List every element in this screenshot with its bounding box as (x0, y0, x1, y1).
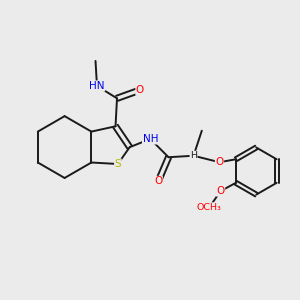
Text: OCH₃: OCH₃ (197, 203, 222, 212)
Text: S: S (115, 159, 121, 169)
Text: HN: HN (89, 81, 105, 91)
Text: H: H (190, 151, 197, 160)
Text: O: O (154, 176, 162, 186)
Text: O: O (215, 157, 223, 167)
Text: O: O (136, 85, 144, 95)
Text: O: O (216, 186, 225, 196)
Text: NH: NH (142, 134, 158, 144)
